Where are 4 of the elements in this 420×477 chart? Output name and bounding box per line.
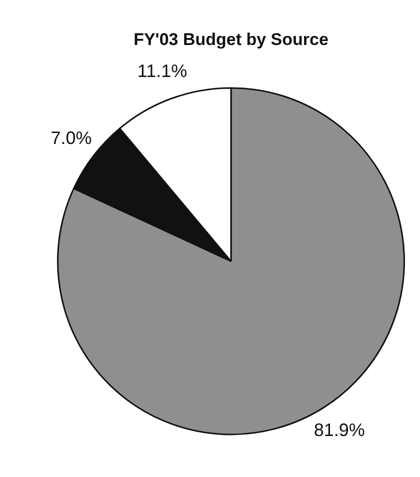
data-label: 7.0%	[50, 128, 92, 148]
data-label: 11.1%	[137, 61, 188, 82]
data-label: 81.9%	[314, 420, 365, 440]
chart-title: FY'03 Budget by Source	[134, 30, 328, 49]
